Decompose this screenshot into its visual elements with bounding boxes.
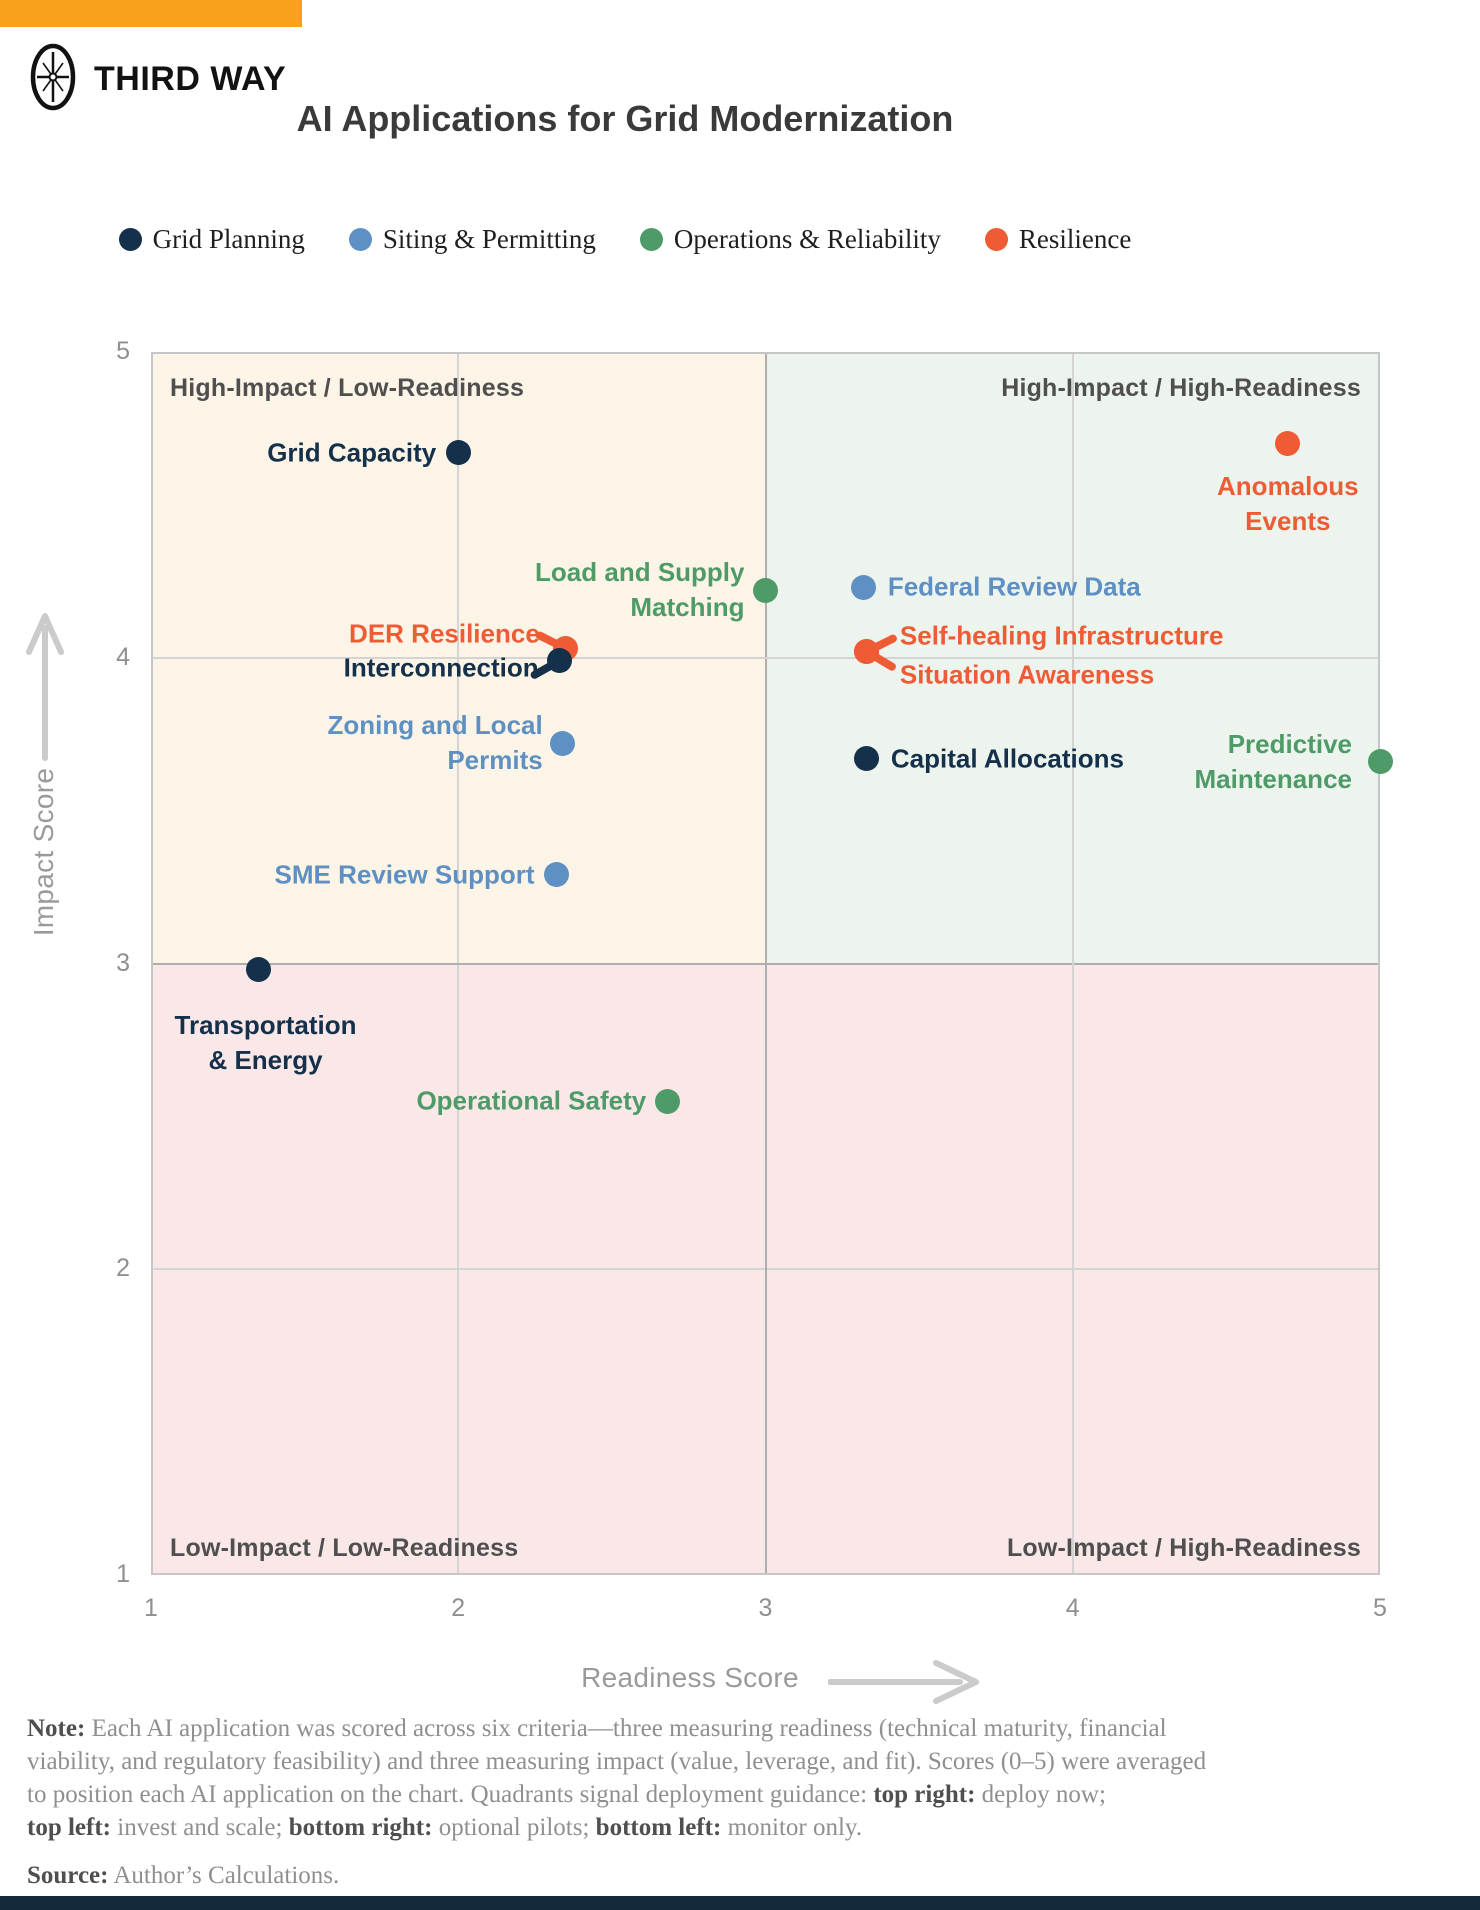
gridline-x-4: [1071, 352, 1074, 1575]
point-sme-review-support: [544, 862, 570, 888]
quadrant-label-top-left: High-Impact / Low-Readiness: [170, 374, 525, 402]
point-anomalous-events: [1275, 431, 1301, 457]
note-line-2: viability, and regulatory feasibility) a…: [27, 1748, 1207, 1775]
point-federal-review-data: [851, 574, 877, 600]
point-label-capital-allocations: Capital Allocations: [890, 743, 1124, 774]
y-tick-4: 4: [116, 642, 130, 671]
point-capital-allocations: [854, 746, 880, 772]
legend-label: Resilience: [1018, 224, 1132, 254]
point-label-grid-capacity: Grid Capacity: [267, 437, 437, 468]
point-label-self-healing-infrastructure: Self-healing Infrastructure: [899, 620, 1224, 651]
point-label-situation-awareness: Situation Awareness: [899, 659, 1155, 690]
pointer-tails-layer: [530, 631, 897, 679]
point-label-interconnection: Interconnection: [343, 652, 539, 683]
x-axis-arrow-icon: [828, 1660, 979, 1704]
point-label-anomalous-events: Anomalous Events: [1217, 470, 1359, 536]
legend: Grid Planning Siting & Permitting Operatio…: [15, 224, 1235, 255]
point-load-and-supply-matching: [753, 577, 778, 603]
point-predictive-maintenance: [1367, 749, 1393, 775]
logo: THIRD WAY: [30, 42, 286, 117]
legend-dot-icon: [639, 228, 663, 251]
point-transportation-energy: [246, 957, 272, 983]
legend-item-grid-planning: Grid Planning: [118, 224, 305, 255]
bottom-accent-bar: [0, 1896, 1480, 1910]
compass-icon: [30, 42, 76, 117]
legend-item-resilience: Resilience: [984, 224, 1132, 255]
point-grid-capacity: [445, 440, 471, 466]
chart-title: AI Applications for Grid Modernization: [296, 98, 954, 139]
x-tick-1: 1: [144, 1594, 158, 1622]
legend-dot-icon: [984, 228, 1008, 251]
point-label-predictive-maintenance: Predictive Maintenance: [1194, 728, 1353, 794]
brand-wordmark: THIRD WAY: [94, 60, 287, 98]
gridline-y-3: [151, 962, 1380, 965]
x-tick-4: 4: [1065, 1594, 1080, 1622]
note-line-4: top left: invest and scale; bottom right…: [27, 1814, 863, 1841]
x-axis-title: Readiness Score: [581, 1662, 799, 1693]
quadrant-label-bottom-right: Low-Impact / High-Readiness: [1006, 1534, 1361, 1562]
gridline-y-4: [151, 656, 1380, 659]
point-label-load-and-supply-matching: Load and Supply Matching: [535, 557, 745, 623]
x-tick-2: 2: [451, 1594, 466, 1622]
y-tick-2: 2: [116, 1254, 130, 1283]
y-tick-1: 1: [116, 1560, 130, 1588]
point-label-federal-review-data: Federal Review Data: [887, 571, 1141, 602]
x-tick-5: 5: [1373, 1594, 1387, 1622]
legend-item-siting-permitting: Siting & Permitting: [348, 224, 596, 255]
top-accent-bar: [0, 0, 302, 27]
footnote: Note: Each AI application was scored acr…: [27, 1712, 1462, 1892]
quadrant-label-top-right: High-Impact / High-Readiness: [1001, 374, 1361, 402]
legend-label: Siting & Permitting: [382, 224, 596, 254]
note-line-1: Note: Each AI application was scored acr…: [27, 1715, 1167, 1742]
legend-dot-icon: [118, 228, 142, 251]
x-tick-3: 3: [758, 1594, 773, 1622]
plot-area: High-Impact / Low-Readiness High-Impact /…: [151, 352, 1393, 1575]
quadrant-label-bottom-left: Low-Impact / Low-Readiness: [170, 1534, 519, 1562]
legend-label: Grid Planning: [152, 224, 305, 254]
point-zoning-and-local-permits: [550, 730, 576, 756]
y-axis-arrow-icon: [26, 613, 64, 761]
point-label-transportation-energy: Transportation & Energy: [174, 1009, 357, 1075]
y-axis-title: Impact Score: [28, 767, 59, 937]
point-label-operational-safety: Operational Safety: [416, 1085, 647, 1116]
point-label-sme-review-support: SME Review Support: [274, 859, 535, 890]
legend-item-operations-reliability: Operations & Reliability: [639, 224, 941, 255]
point-situation-awareness: [854, 639, 880, 665]
point-interconnection: [547, 648, 573, 674]
note-line-3: to position each AI application on the c…: [27, 1781, 1106, 1808]
source-line: Source: Author’s Calculations.: [27, 1862, 340, 1889]
point-operational-safety: [654, 1088, 680, 1114]
point-label-zoning-and-local-permits: Zoning and Local Permits: [327, 710, 543, 776]
y-tick-5: 5: [116, 337, 130, 365]
point-label-der-resilience: DER Resilience: [349, 618, 540, 649]
legend-dot-icon: [348, 228, 372, 251]
y-tick-3: 3: [116, 948, 130, 977]
legend-label: Operations & Reliability: [673, 224, 941, 254]
